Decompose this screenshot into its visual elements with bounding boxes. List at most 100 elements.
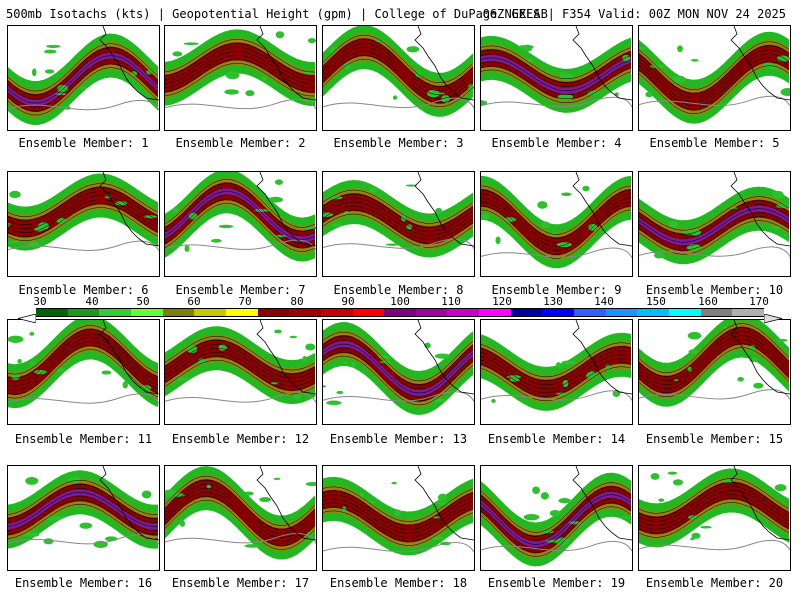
isotach-patch (141, 490, 152, 499)
isotach-patch (688, 349, 698, 355)
isotach-patch (143, 215, 157, 219)
height-contour (481, 45, 632, 80)
scale-swatch (194, 308, 226, 317)
scale-swatch (479, 308, 511, 317)
ensemble-member-map (164, 319, 317, 425)
height-contour (639, 208, 790, 243)
ensemble-member-label: Ensemble Member: 18 (329, 576, 468, 590)
height-contour (165, 43, 316, 77)
isotach-patch (331, 223, 343, 227)
isotach-patch (379, 360, 392, 364)
isotach-patch (431, 536, 445, 541)
isotach-patch (210, 238, 222, 243)
height-contour (8, 183, 159, 217)
height-contour (165, 339, 316, 375)
ensemble-member-map (480, 171, 633, 277)
height-contour (481, 350, 632, 386)
height-contour (165, 183, 316, 232)
jet-stream-map (165, 26, 316, 110)
height-contour (8, 187, 159, 221)
height-contour-gray (323, 542, 474, 553)
jet-stream-map (8, 172, 159, 252)
isotach-patch (329, 195, 343, 200)
isotach-patch (245, 90, 255, 97)
height-contour (165, 179, 316, 228)
isotach-patch (772, 190, 784, 199)
height-contour (323, 193, 474, 228)
height-contour (639, 200, 790, 235)
height-contour (8, 67, 159, 116)
isotach-patch (244, 544, 260, 548)
ensemble-member-label: Ensemble Member: 4 (491, 136, 622, 150)
height-contour (165, 487, 316, 538)
height-contour (481, 490, 632, 541)
isotach-patch (491, 398, 496, 403)
ensemble-member-map (322, 465, 475, 571)
isotach-patch (34, 227, 44, 232)
isotach-patch (385, 243, 400, 246)
isotach-patch (67, 476, 81, 483)
isotach-patch (44, 69, 55, 74)
height-contour (8, 63, 159, 112)
ensemble-member-label: Ensemble Member: 10 (645, 283, 784, 297)
height-contour (8, 345, 159, 395)
isotach-patch (365, 500, 376, 504)
isotach-patch (206, 484, 211, 489)
height-contour (8, 333, 159, 383)
isotach-patch (526, 57, 533, 63)
height-contour (8, 504, 159, 539)
height-contour (165, 347, 316, 383)
isotach-patch (80, 86, 87, 90)
isotach-90kt-band (639, 44, 789, 111)
isotach-patch (93, 540, 108, 549)
height-contour (481, 482, 632, 533)
isotach-patch (243, 491, 254, 496)
isotach-patch (437, 501, 451, 506)
height-contour (165, 351, 316, 387)
isotach-70kt-band (8, 478, 158, 541)
ensemble-member-map (7, 465, 160, 571)
isotach-patch (179, 520, 186, 527)
jet-stream-map (481, 172, 632, 269)
height-contour (165, 355, 316, 391)
height-contour (8, 43, 159, 92)
scale-swatch (352, 308, 385, 317)
height-contour (323, 54, 474, 104)
height-contour (323, 486, 474, 522)
jet-stream-map (165, 466, 316, 560)
height-contour (639, 331, 790, 381)
height-contour (481, 494, 632, 545)
ensemble-member-label: Ensemble Member: 16 (14, 576, 153, 590)
isotach-patch (559, 74, 576, 80)
scale-label: 160 (698, 295, 718, 308)
coastline (99, 320, 159, 395)
height-contour (481, 366, 632, 402)
scale-swatch (36, 308, 68, 317)
isotach-patch (555, 362, 562, 368)
isotach-patch (165, 489, 177, 497)
isotach-patch (289, 335, 298, 339)
isotach-patch (509, 377, 521, 382)
isotach-patch (639, 46, 646, 50)
isotach-90kt-band (639, 481, 789, 535)
ensemble-member-map (164, 465, 317, 571)
height-contour (8, 55, 159, 104)
coastline (730, 172, 790, 247)
coastline (414, 26, 474, 101)
isotach-50kt-band (8, 470, 158, 549)
scale-label: 100 (390, 295, 410, 308)
isotach-patch (432, 516, 442, 519)
height-contour (639, 339, 790, 389)
height-contour (639, 327, 790, 377)
height-contour (165, 343, 316, 379)
isotach-patch (375, 40, 386, 43)
height-contour (639, 486, 790, 522)
scale-swatch (605, 308, 638, 317)
coastline (99, 172, 159, 247)
isotach-patch (54, 516, 65, 519)
jet-stream-map (165, 320, 316, 405)
height-contour-gray (8, 99, 159, 111)
isotach-patch (586, 371, 597, 380)
ensemble-member-label: Ensemble Member: 5 (649, 136, 780, 150)
height-contour (165, 475, 316, 526)
